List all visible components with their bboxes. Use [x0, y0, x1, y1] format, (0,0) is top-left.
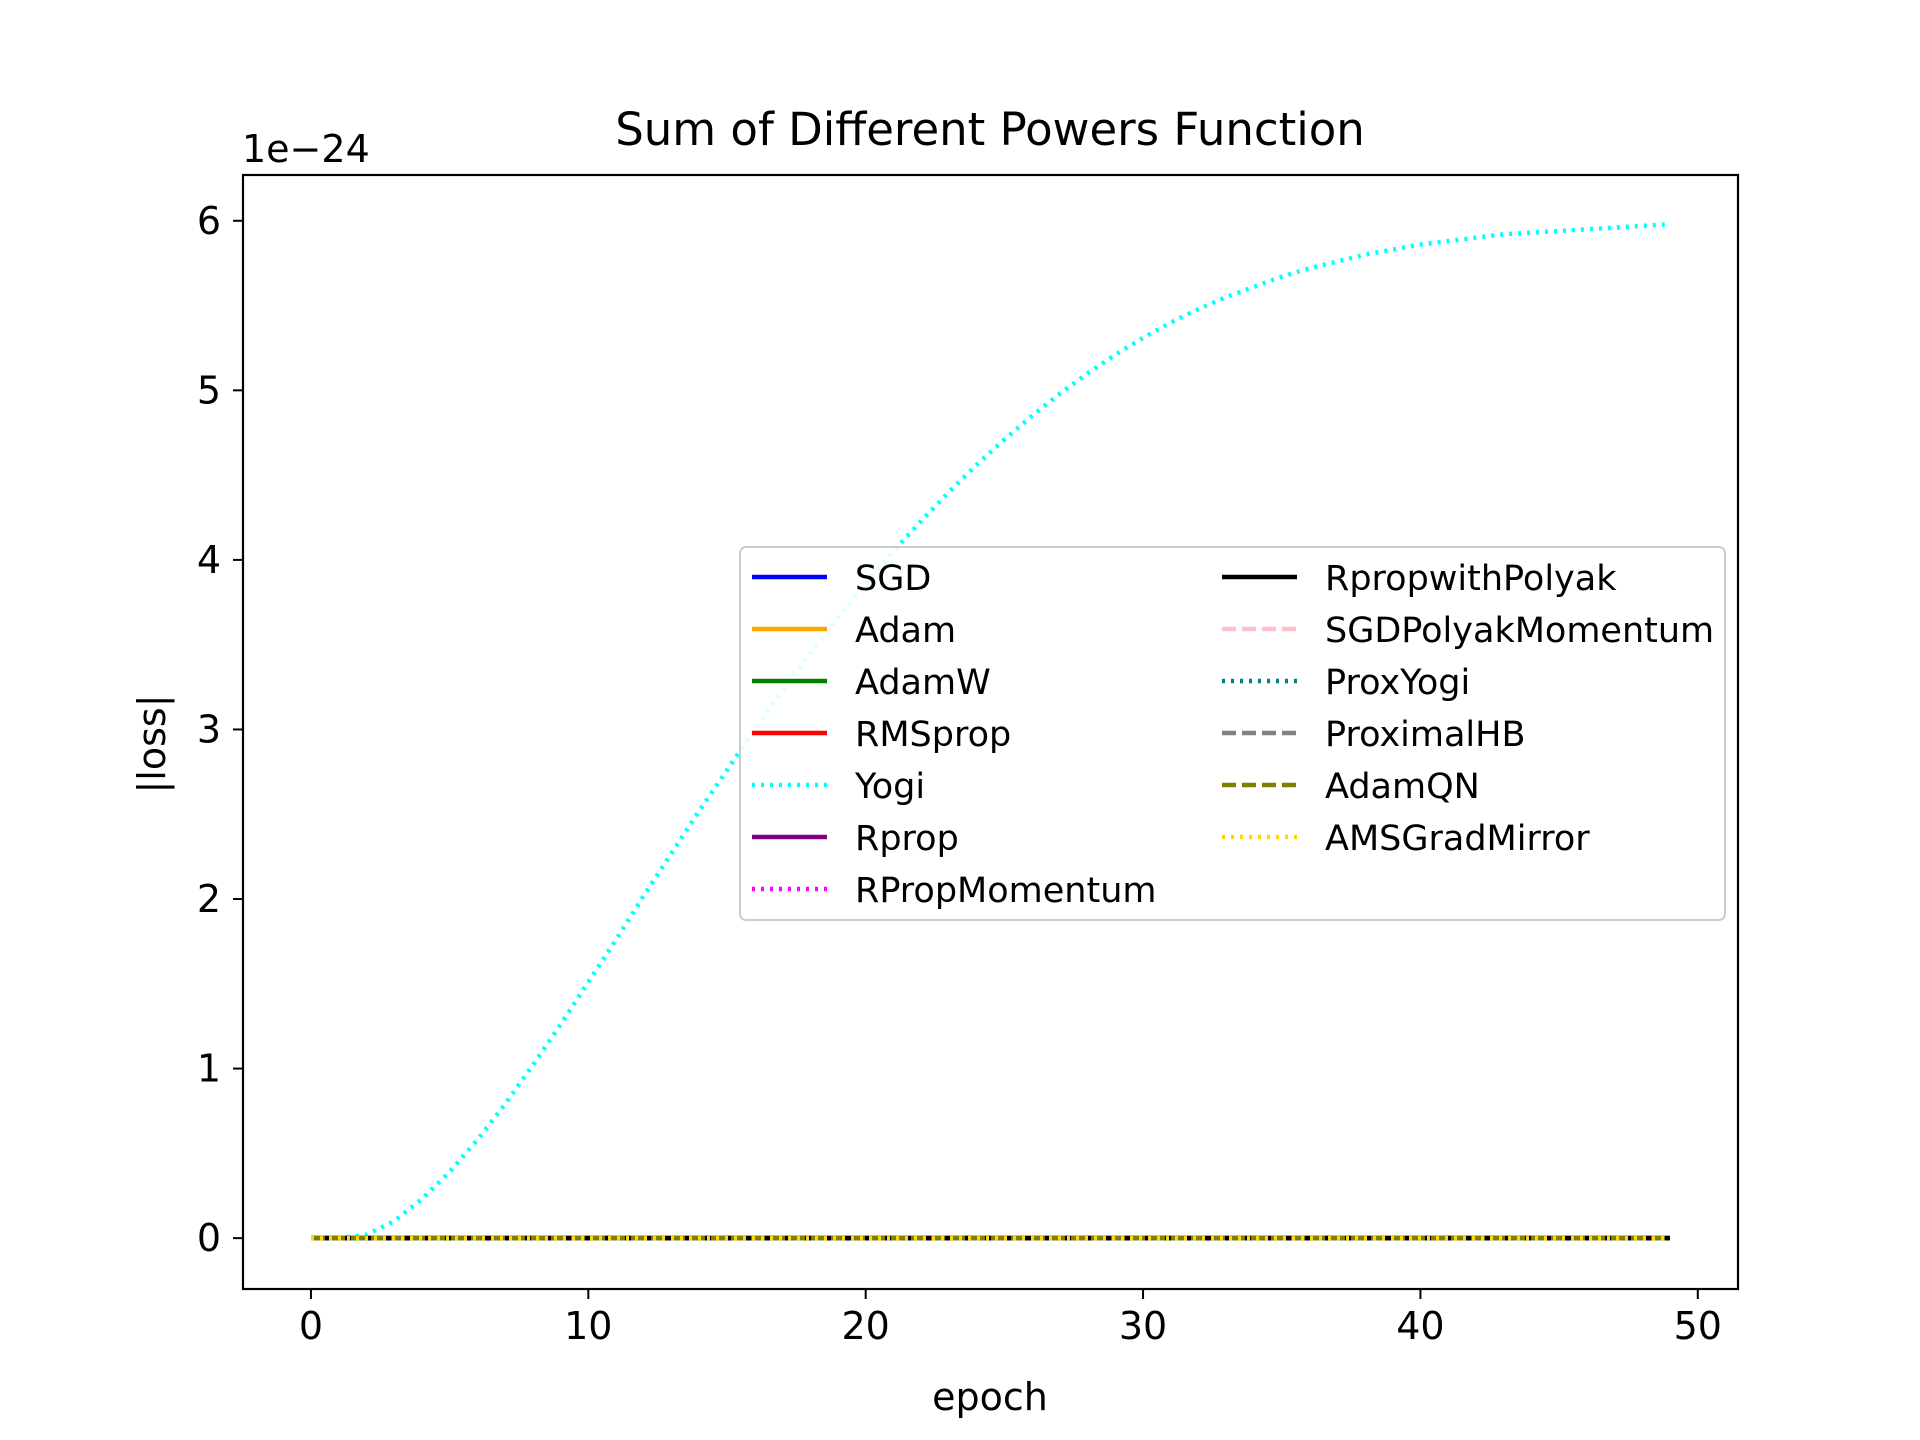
- y-tick-label: 6: [197, 199, 221, 243]
- legend-label-proxyogi: ProxYogi: [1325, 663, 1470, 703]
- legend-label-amsgradmirror: AMSGradMirror: [1325, 819, 1590, 859]
- plot-area: [311, 221, 1671, 1241]
- y-tick-label: 2: [197, 877, 221, 921]
- legend-label-yogi: Yogi: [854, 767, 925, 807]
- x-axis-label: epoch: [932, 1375, 1048, 1419]
- legend-label-rprop: Rprop: [855, 819, 959, 859]
- legend-label-adamqn: AdamQN: [1325, 767, 1480, 807]
- x-tick-label: 30: [1119, 1304, 1167, 1348]
- legend-label-proximalhb: ProximalHB: [1325, 715, 1525, 755]
- x-tick-label: 50: [1674, 1304, 1722, 1348]
- legend-label-rpropmomentum: RPropMomentum: [855, 871, 1156, 911]
- y-tick-label: 4: [197, 538, 221, 582]
- legend-label-sgd: SGD: [855, 559, 931, 599]
- y-axis-label: |loss|: [130, 694, 175, 793]
- legend: SGD Adam AdamW RMSprop Yogi Rprop RPropMomentu…: [739, 546, 1726, 921]
- legend-label-rmsprop: RMSprop: [855, 715, 1011, 755]
- x-tick-label: 20: [842, 1304, 890, 1348]
- axis-ticks: 0 10 20 30 40 50 0 1 2 3 4 5 6: [197, 199, 1722, 1348]
- series-line-yogi: [311, 221, 1671, 1241]
- legend-label-adam: Adam: [855, 611, 956, 651]
- y-tick-label: 1: [197, 1047, 221, 1091]
- y-tick-label: 5: [197, 368, 221, 412]
- x-tick-label: 0: [299, 1304, 323, 1348]
- legend-label-adamw: AdamW: [855, 663, 991, 703]
- x-tick-label: 10: [564, 1304, 612, 1348]
- x-tick-label: 40: [1396, 1304, 1444, 1348]
- y-tick-label: 0: [197, 1216, 221, 1260]
- axes-frame: [241, 173, 1740, 1291]
- chart-title: Sum of Different Powers Function: [615, 103, 1365, 156]
- legend-label-sgdpolyakmomentum: SGDPolyakMomentum: [1325, 611, 1714, 651]
- y-tick-label: 3: [197, 707, 221, 751]
- legend-label-rpropwithpolyak: RpropwithPolyak: [1325, 559, 1617, 599]
- y-offset-label: 1e−24: [242, 127, 370, 171]
